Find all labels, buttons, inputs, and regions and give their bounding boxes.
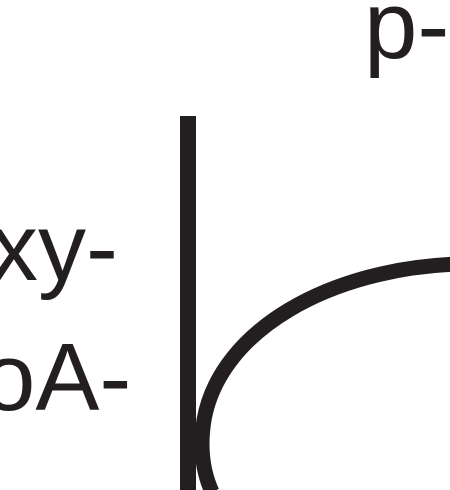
label-left-fragment-line-1: xy- <box>0 194 118 301</box>
label-top-right-fragment: p- <box>364 0 450 79</box>
curved-arrow-arc <box>194 257 450 490</box>
label-left-fragment-line-3: ase <box>0 466 149 490</box>
label-left-fragment-line-2: oA- <box>0 324 132 431</box>
